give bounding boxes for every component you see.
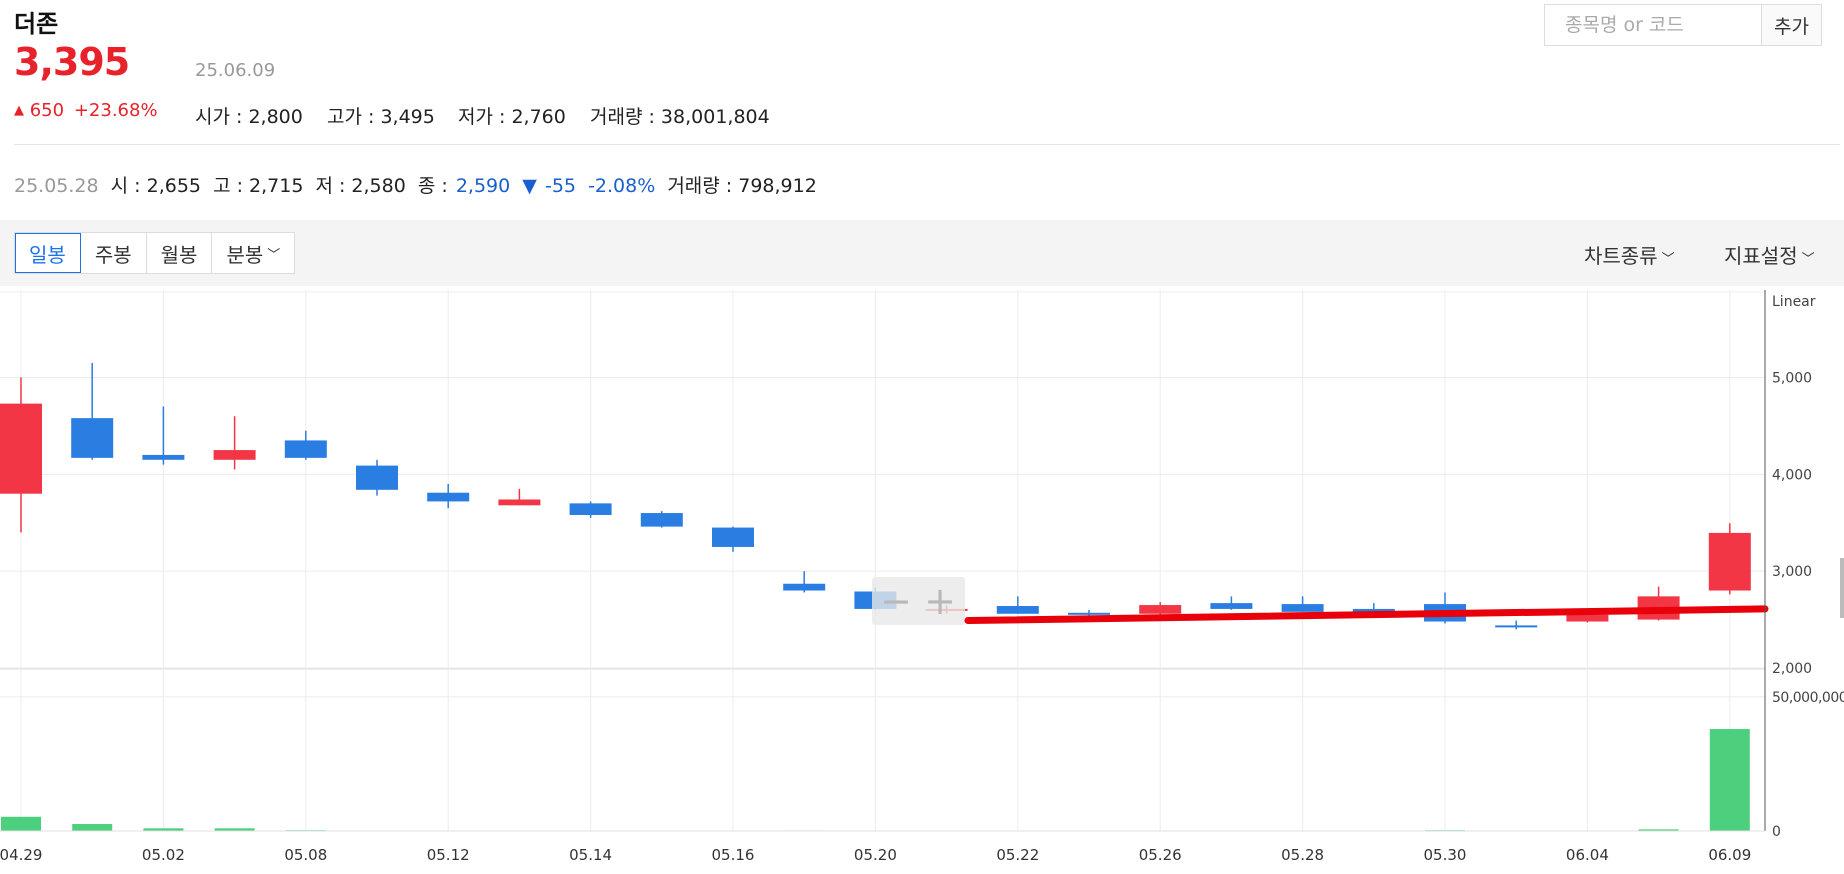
open-price: 시가 : 2,800 bbox=[195, 106, 303, 128]
indicator-settings-label: 지표설정 bbox=[1724, 244, 1798, 268]
price-chart[interactable]: − + 5,000 4,000 3,000 2,000 50,000,000 0 04.29… bbox=[0, 290, 1844, 874]
up-arrow-icon: ▲ bbox=[14, 103, 24, 118]
volume-tick-label: 0 bbox=[1772, 824, 1780, 840]
candle-body bbox=[427, 492, 470, 502]
search-input[interactable] bbox=[1545, 5, 1761, 45]
chevron-down-icon: ﹀ bbox=[267, 247, 281, 263]
zoom-out-button[interactable]: − bbox=[880, 579, 912, 623]
chevron-down-icon: ﹀ bbox=[1801, 252, 1815, 267]
hover-low: 저 : 2,580 bbox=[315, 175, 406, 197]
price-tick-label: 5,000 bbox=[1772, 370, 1812, 386]
hover-change-percent: -2.08% bbox=[588, 175, 656, 197]
divider bbox=[14, 144, 1840, 145]
time-tick-label: 05.08 bbox=[284, 846, 327, 864]
price-change: ▲ 650 +23.68% bbox=[14, 100, 158, 121]
time-tick-label: 06.04 bbox=[1566, 846, 1609, 864]
change-percent: +23.68% bbox=[73, 100, 158, 121]
stock-search: 추가 bbox=[1544, 4, 1822, 46]
candle-body bbox=[1281, 604, 1324, 612]
zoom-controls: − + bbox=[872, 577, 965, 625]
candle-body bbox=[996, 606, 1039, 614]
chart-toolbar: 일봉 주봉 월봉 분봉 ﹀ 차트종류 ﹀ 지표설정 ﹀ bbox=[0, 220, 1844, 286]
chart-type-dropdown[interactable]: 차트종류 ﹀ bbox=[1584, 240, 1675, 269]
time-tick-label: 06.09 bbox=[1708, 846, 1751, 864]
price-tick-label: 4,000 bbox=[1772, 467, 1812, 483]
candle-body bbox=[356, 465, 398, 490]
chart-type-label: 차트종류 bbox=[1584, 244, 1658, 268]
candle-body bbox=[712, 527, 754, 547]
scrollbar-handle bbox=[1840, 558, 1844, 618]
volume-bar bbox=[72, 824, 113, 831]
volume-tick-label: 50,000,000 bbox=[1772, 690, 1844, 706]
hover-date: 25.05.28 bbox=[14, 175, 99, 197]
time-tick-label: 05.20 bbox=[854, 846, 897, 864]
down-arrow-icon: ▼ bbox=[522, 175, 537, 197]
tab-daily[interactable]: 일봉 bbox=[15, 233, 81, 273]
time-tick-label: 05.22 bbox=[996, 846, 1039, 864]
candle-body bbox=[498, 499, 541, 506]
candle-body bbox=[142, 454, 185, 460]
hover-change: -55 bbox=[544, 175, 577, 197]
candle-body bbox=[1068, 612, 1110, 615]
period-tabs: 일봉 주봉 월봉 분봉 ﹀ bbox=[14, 232, 296, 274]
candle-body bbox=[640, 513, 683, 527]
time-tick-label: 05.12 bbox=[427, 846, 470, 864]
time-tick-label: 05.02 bbox=[142, 846, 185, 864]
time-tick-label: 05.14 bbox=[569, 846, 612, 864]
time-tick-label: 05.16 bbox=[712, 846, 755, 864]
candle-body bbox=[284, 440, 327, 458]
time-tick-label: 05.30 bbox=[1424, 846, 1467, 864]
hover-high: 고 : 2,715 bbox=[213, 175, 304, 197]
tab-minute-label: 분봉 bbox=[226, 242, 264, 267]
current-price: 3,395 bbox=[14, 40, 130, 84]
zoom-in-button[interactable]: + bbox=[924, 579, 956, 623]
scale-label: Linear bbox=[1772, 294, 1816, 310]
price-tick-label: 3,000 bbox=[1772, 564, 1812, 580]
candle-body bbox=[1566, 614, 1609, 622]
time-tick-label: 05.28 bbox=[1281, 846, 1324, 864]
tab-monthly[interactable]: 월봉 bbox=[147, 233, 213, 273]
low-price: 저가 : 2,760 bbox=[458, 106, 566, 128]
hover-close: 2,590 bbox=[455, 175, 511, 197]
candle-body bbox=[569, 503, 612, 515]
volume-bar bbox=[214, 828, 255, 831]
tab-weekly[interactable]: 주봉 bbox=[81, 233, 147, 273]
hover-open: 시 : 2,655 bbox=[110, 175, 202, 197]
indicator-settings-dropdown[interactable]: 지표설정 ﹀ bbox=[1724, 240, 1815, 269]
hover-volume: 거래량 : 798,912 bbox=[667, 175, 817, 197]
price-tick-label: 2,000 bbox=[1772, 661, 1812, 677]
volume: 거래량 : 38,001,804 bbox=[590, 106, 770, 128]
hover-candle-info: 25.05.28 시 : 2,655 고 : 2,715 저 : 2,580 종… bbox=[14, 171, 823, 198]
trendline bbox=[964, 605, 1769, 625]
time-tick-label: 04.29 bbox=[0, 846, 42, 864]
candle-body bbox=[213, 450, 256, 460]
volume-bar bbox=[1709, 729, 1750, 831]
candle-body bbox=[1210, 603, 1253, 609]
candle-body bbox=[783, 583, 826, 591]
add-button[interactable]: 추가 bbox=[1761, 5, 1821, 45]
candle-body bbox=[1495, 625, 1538, 628]
hover-close-label: 종 : bbox=[417, 175, 448, 197]
volume-bar bbox=[1, 816, 41, 831]
time-tick-label: 05.26 bbox=[1139, 846, 1182, 864]
change-amount: 650 bbox=[29, 100, 65, 121]
volume-bar bbox=[1638, 829, 1679, 831]
candle-body bbox=[1139, 605, 1182, 614]
candle-body bbox=[1708, 532, 1751, 591]
candle-body bbox=[1352, 608, 1395, 612]
stock-name: 더존 bbox=[14, 10, 59, 38]
tab-minute[interactable]: 분봉 ﹀ bbox=[212, 233, 294, 273]
volume-bar bbox=[143, 828, 184, 831]
chevron-down-icon: ﹀ bbox=[1661, 252, 1675, 267]
candle-body bbox=[0, 403, 42, 494]
quote-date: 25.06.09 bbox=[195, 60, 276, 81]
candle-body bbox=[71, 418, 114, 458]
high-price: 고가 : 3,495 bbox=[327, 106, 435, 128]
zoom-controls-bg bbox=[872, 577, 965, 625]
